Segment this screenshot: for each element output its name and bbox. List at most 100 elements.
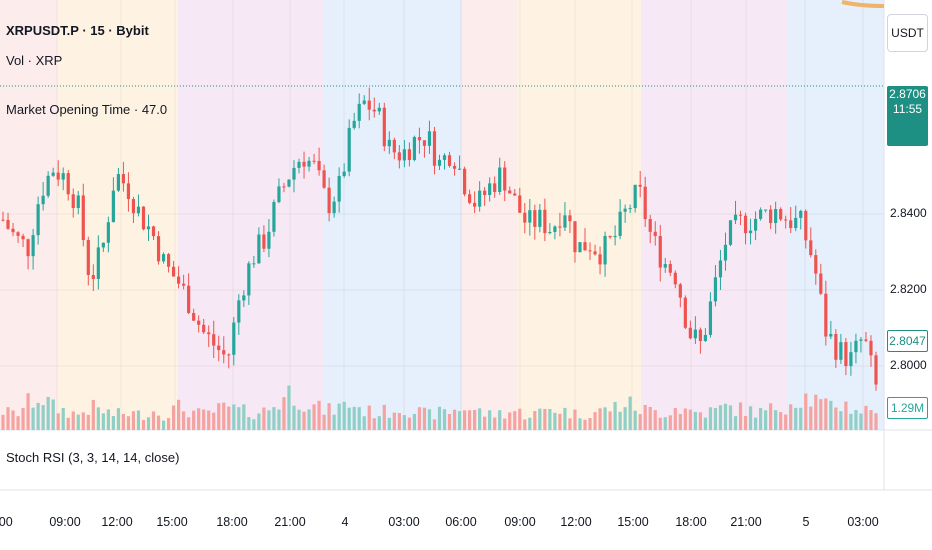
candle-body xyxy=(212,334,216,346)
volume-legend[interactable]: Vol · XRP xyxy=(6,53,63,68)
candle-body xyxy=(407,149,411,161)
candle-body xyxy=(21,235,25,240)
volume-bar xyxy=(6,407,10,430)
volume-bar xyxy=(488,410,492,430)
volume-bar xyxy=(362,416,366,430)
candle-body xyxy=(292,167,296,180)
volume-bar xyxy=(151,411,156,430)
candle-body xyxy=(764,209,768,211)
candle-body xyxy=(708,301,713,335)
volume-bar xyxy=(307,409,311,430)
volume-bar xyxy=(759,407,763,430)
candle-body xyxy=(468,194,472,203)
candle-body xyxy=(804,210,808,241)
candle-body xyxy=(543,209,547,234)
candle-body xyxy=(187,285,191,313)
candle-body xyxy=(121,174,126,184)
candle-body xyxy=(131,199,136,214)
candle-body xyxy=(598,254,602,265)
candle-body xyxy=(593,251,597,255)
volume-bar xyxy=(287,385,291,430)
volume-bar xyxy=(498,410,502,430)
volume-bar xyxy=(171,405,176,430)
candle-body xyxy=(302,161,306,167)
candle-body xyxy=(222,350,226,355)
candle-body xyxy=(723,244,728,261)
volume-bar xyxy=(111,416,115,430)
candle-body xyxy=(563,215,567,228)
candle-body xyxy=(693,329,697,339)
session-band xyxy=(462,0,517,430)
candle-body xyxy=(829,333,833,337)
candle-body xyxy=(683,297,687,328)
candle-body xyxy=(337,176,341,202)
candle-body xyxy=(874,355,878,385)
candle-body xyxy=(91,275,95,279)
time-axis-label: 18:00 xyxy=(216,515,248,529)
volume-bar xyxy=(412,413,417,430)
volume-bar xyxy=(462,410,467,430)
volume-bar xyxy=(141,420,146,430)
candle-body xyxy=(779,209,783,220)
candle-body xyxy=(267,231,271,249)
stoch-rsi-legend[interactable]: Stoch RSI (3, 3, 14, 14, close) xyxy=(6,450,180,465)
candle-body xyxy=(789,220,793,229)
candle-body xyxy=(548,231,552,234)
candle-body xyxy=(1,219,5,221)
volume-bar xyxy=(753,417,758,430)
candle-body xyxy=(473,202,477,207)
volume-bar xyxy=(854,410,858,430)
volume-bar xyxy=(834,407,838,430)
candle-body xyxy=(653,231,657,236)
candle-body xyxy=(728,220,733,245)
volume-bar xyxy=(703,417,708,430)
candle-body xyxy=(849,352,853,367)
time-axis-label: 21:00 xyxy=(730,515,762,529)
candle-body xyxy=(824,293,828,337)
candle-body xyxy=(427,131,432,146)
candle-body xyxy=(377,107,381,112)
candle-body xyxy=(36,204,40,236)
candle-body xyxy=(573,221,577,253)
volume-bar xyxy=(31,407,35,430)
currency-button[interactable]: USDT xyxy=(887,14,928,52)
volume-bar xyxy=(202,409,206,430)
candle-body xyxy=(748,230,753,234)
volume-bar xyxy=(16,416,20,430)
candle-body xyxy=(86,240,90,276)
candle-body xyxy=(483,190,487,196)
candle-body xyxy=(678,284,682,298)
volume-bar xyxy=(146,417,151,430)
volume-bar xyxy=(41,405,45,430)
candle-body xyxy=(166,254,171,267)
volume-bar xyxy=(623,407,627,430)
candle-body xyxy=(31,235,35,257)
candle-body xyxy=(643,186,647,220)
volume-bar xyxy=(548,408,552,430)
symbol-legend-text: XRPUSDT.P · 15 · Bybit xyxy=(6,23,149,38)
candle-body xyxy=(71,194,75,209)
candle-body xyxy=(658,235,662,268)
candle-body xyxy=(392,139,396,153)
candle-body xyxy=(171,266,176,277)
volume-bar xyxy=(558,413,562,430)
symbol-legend[interactable]: XRPUSDT.P · 15 · Bybit xyxy=(6,23,149,38)
candle-body xyxy=(733,214,738,221)
candle-body xyxy=(859,339,863,341)
volume-bar xyxy=(347,407,351,430)
market-opening-time-legend[interactable]: Market Opening Time · 47.0 xyxy=(6,102,168,117)
candle-body xyxy=(462,168,467,195)
candle-body xyxy=(207,332,211,335)
volume-bar xyxy=(447,413,452,430)
session-band xyxy=(57,0,178,430)
candle-body xyxy=(839,342,843,360)
volume-bar xyxy=(738,402,743,430)
candle-body xyxy=(282,186,286,188)
volume-bar xyxy=(192,410,196,430)
volume-bar xyxy=(46,396,50,430)
volume-bar xyxy=(713,408,718,430)
current-price-badge: 2.8706 11:55 xyxy=(887,86,928,146)
volume-bar xyxy=(668,415,672,430)
candle-body xyxy=(242,295,246,301)
